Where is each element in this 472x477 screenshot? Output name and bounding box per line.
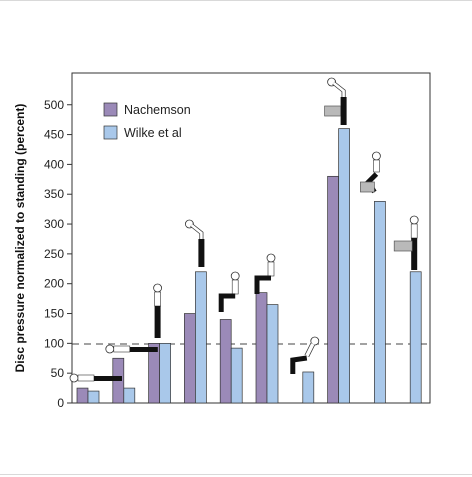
y-tick-label: 100 bbox=[44, 336, 64, 350]
bar-wilke bbox=[409, 271, 422, 404]
weight-box-icon bbox=[324, 105, 341, 117]
y-axis-label: Disc pressure normalized to standing (pe… bbox=[13, 104, 27, 373]
posture-figures bbox=[69, 77, 419, 383]
y-tick-label: 400 bbox=[44, 157, 64, 171]
bar-nachemson bbox=[219, 319, 232, 404]
y-tick-label: 200 bbox=[44, 277, 64, 291]
bar-wilke bbox=[374, 201, 386, 404]
y-tick-label: 0 bbox=[57, 396, 64, 410]
bars bbox=[76, 128, 422, 404]
bar-nachemson bbox=[184, 313, 196, 404]
bar-nachemson bbox=[327, 175, 339, 404]
bar-wilke bbox=[230, 347, 243, 404]
legend-swatch-wilke bbox=[103, 125, 118, 140]
y-tick-label: 450 bbox=[44, 128, 64, 142]
bar-wilke bbox=[266, 304, 279, 404]
legend-label-nachemson: Nachemson bbox=[124, 103, 191, 117]
bar-wilke bbox=[195, 271, 207, 404]
weight-box-icon bbox=[360, 181, 375, 193]
y-axis: 0 50 100 150 200 250 300 350 400 450 500 bbox=[44, 73, 73, 410]
legend-swatch-nachemson bbox=[103, 102, 118, 117]
posture-figure-icon bbox=[105, 344, 158, 354]
bar-wilke bbox=[87, 390, 100, 404]
bar-wilke bbox=[123, 387, 136, 404]
legend-label-wilke: Wilke et al bbox=[124, 126, 182, 140]
bar-nachemson bbox=[76, 387, 89, 404]
bottom-border bbox=[0, 474, 472, 475]
legend: Nachemson Wilke et al bbox=[103, 102, 191, 140]
bar-nachemson bbox=[148, 343, 160, 404]
bar-wilke bbox=[338, 128, 350, 404]
posture-figure-icon bbox=[324, 77, 347, 125]
bar-nachemson bbox=[255, 292, 268, 404]
y-tick-label: 50 bbox=[51, 366, 65, 380]
posture-figure-icon bbox=[290, 336, 320, 374]
top-border bbox=[0, 0, 472, 1]
posture-figure-icon bbox=[153, 283, 163, 338]
y-tick-label: 250 bbox=[44, 247, 64, 261]
y-tick-label: 500 bbox=[44, 98, 64, 112]
y-tick-label: 350 bbox=[44, 187, 64, 201]
posture-figure-icon bbox=[360, 151, 381, 194]
posture-figure-icon bbox=[218, 271, 240, 312]
posture-figure-icon bbox=[69, 373, 122, 383]
y-tick-label: 150 bbox=[44, 307, 64, 321]
posture-figure-icon bbox=[184, 219, 205, 267]
bar-wilke bbox=[159, 343, 171, 404]
y-tick-label: 300 bbox=[44, 217, 64, 231]
weight-box-icon bbox=[393, 240, 413, 252]
posture-figure-icon bbox=[254, 253, 276, 294]
posture-figure-icon bbox=[393, 215, 419, 270]
bar-wilke bbox=[302, 371, 315, 404]
